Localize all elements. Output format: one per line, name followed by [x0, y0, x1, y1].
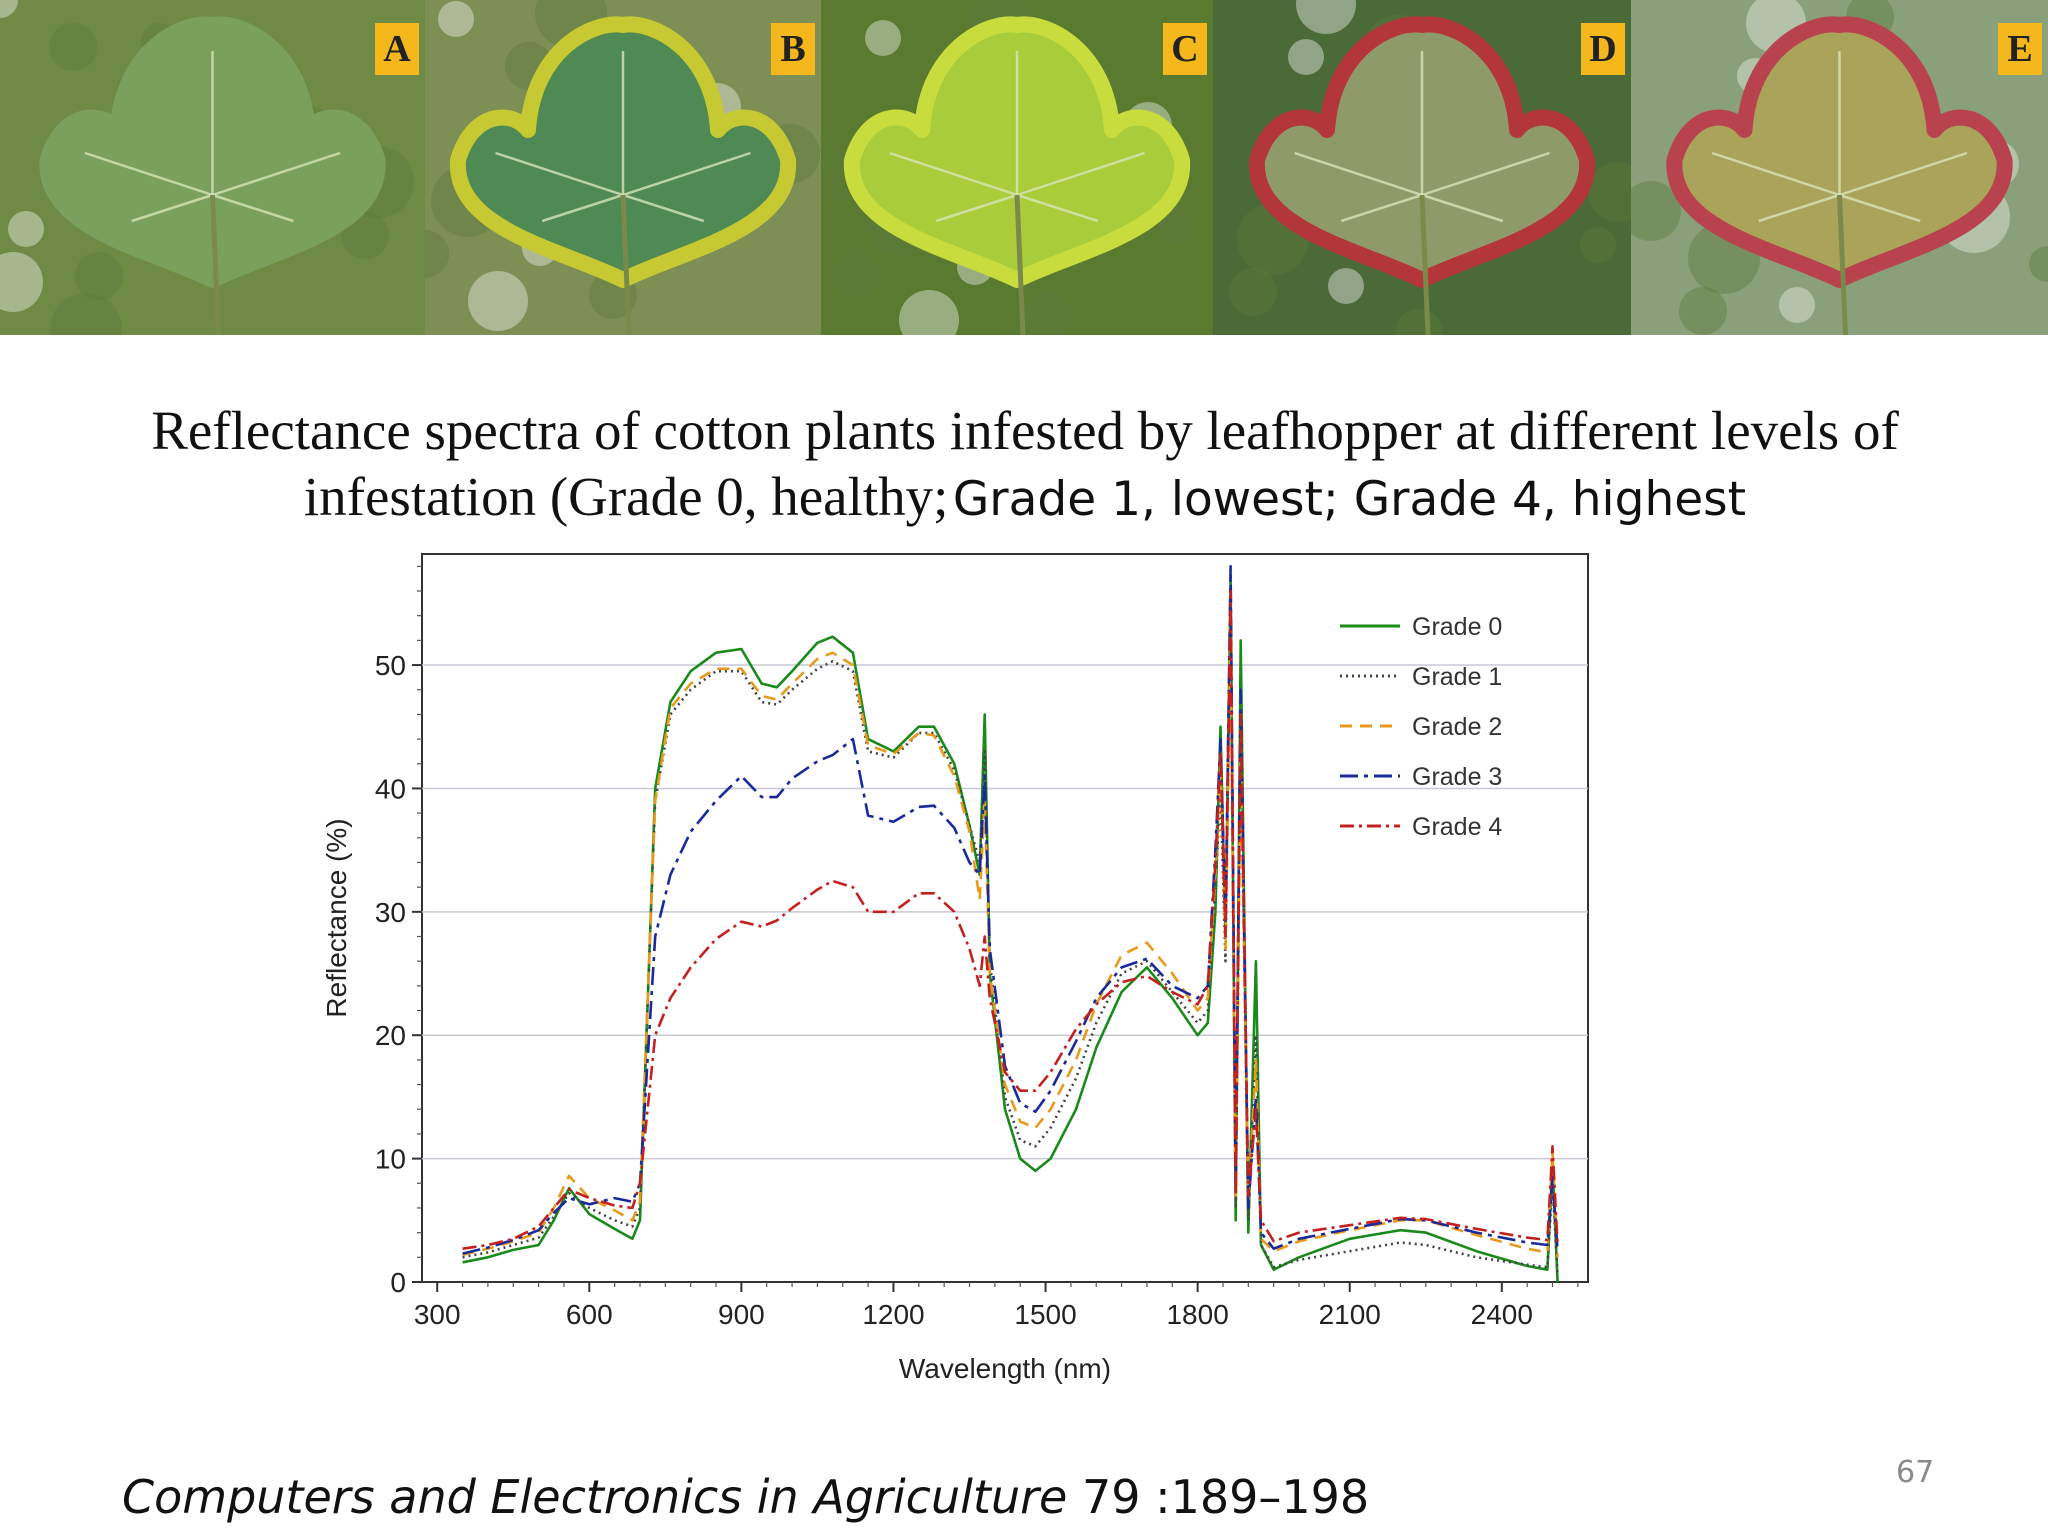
leaf-photo-image [1631, 0, 2048, 335]
citation-journal: Computers and Electronics in Agriculture [122, 1470, 1068, 1524]
y-tick-label: 20 [375, 1020, 406, 1051]
photo-strip: A B C D E [0, 0, 2048, 335]
x-tick-label: 1500 [1014, 1299, 1076, 1330]
series-line-grade-1 [462, 602, 1559, 1276]
legend-label: Grade 0 [1412, 613, 1502, 641]
photo-label-c: C [1163, 23, 1207, 75]
leaf-photo-image [425, 0, 821, 335]
leaf-photo-c: C [821, 0, 1213, 335]
series-line-grade-3 [462, 565, 1559, 1255]
y-tick-label: 30 [375, 897, 406, 928]
series-line-grade-4 [462, 589, 1559, 1250]
series-group [462, 565, 1559, 1282]
citation-ref: 79 :189–198 [1067, 1470, 1370, 1524]
slide-title: Reflectance spectra of cotton plants inf… [60, 398, 1990, 544]
leaf-photo-image [0, 0, 425, 335]
photo-label-b: B [771, 23, 815, 75]
title-line-1: Reflectance spectra of cotton plants inf… [151, 400, 1899, 461]
x-tick-label: 900 [718, 1299, 765, 1330]
photo-label-e: E [1998, 23, 2042, 75]
y-tick-label: 0 [390, 1267, 406, 1298]
x-tick-label: 1200 [862, 1299, 924, 1330]
plot-frame [421, 553, 1589, 1283]
leaf-photo-image [1213, 0, 1631, 335]
y-axis-label: Reflectance (%) [321, 818, 352, 1017]
title-line-2-serif: infestation (Grade 0, healthy; [303, 466, 949, 527]
title-line-2-sans: Grade 1, lowest; Grade 4, highest [952, 472, 1747, 527]
y-tick-label: 50 [375, 650, 406, 681]
photo-label-d: D [1581, 23, 1625, 75]
x-tick-label: 2100 [1319, 1299, 1381, 1330]
reflectance-chart: 0 10 20 30 40 50 300 600 900 1200 1500 1800 2100 2400… [300, 540, 1620, 1420]
page-number: 67 [1896, 1455, 1935, 1490]
x-axis-label: Wavelength (nm) [899, 1353, 1111, 1384]
x-tick-label: 600 [566, 1299, 613, 1330]
leaf-photo-e: E [1631, 0, 2048, 335]
leaf-photo-d: D [1213, 0, 1631, 335]
citation: Computers and Electronics in Agriculture… [122, 1470, 1369, 1524]
y-tick-label: 40 [375, 773, 406, 804]
y-tick-label: 10 [375, 1144, 406, 1175]
chart-svg: 0 10 20 30 40 50 300 600 900 1200 1500 1800 2100 2400… [321, 553, 1589, 1384]
legend-label: Grade 2 [1412, 713, 1502, 741]
x-tick-label: 300 [414, 1299, 461, 1330]
legend-label: Grade 3 [1412, 763, 1502, 791]
legend-label: Grade 1 [1412, 663, 1502, 691]
leaf-photo-b: B [425, 0, 821, 335]
photo-label-a: A [375, 23, 419, 75]
x-tick-label: 1800 [1166, 1299, 1228, 1330]
leaf-photo-image [821, 0, 1213, 335]
x-tick-label: 2400 [1471, 1299, 1533, 1330]
legend-label: Grade 4 [1412, 813, 1502, 841]
leaf-photo-a: A [0, 0, 425, 335]
